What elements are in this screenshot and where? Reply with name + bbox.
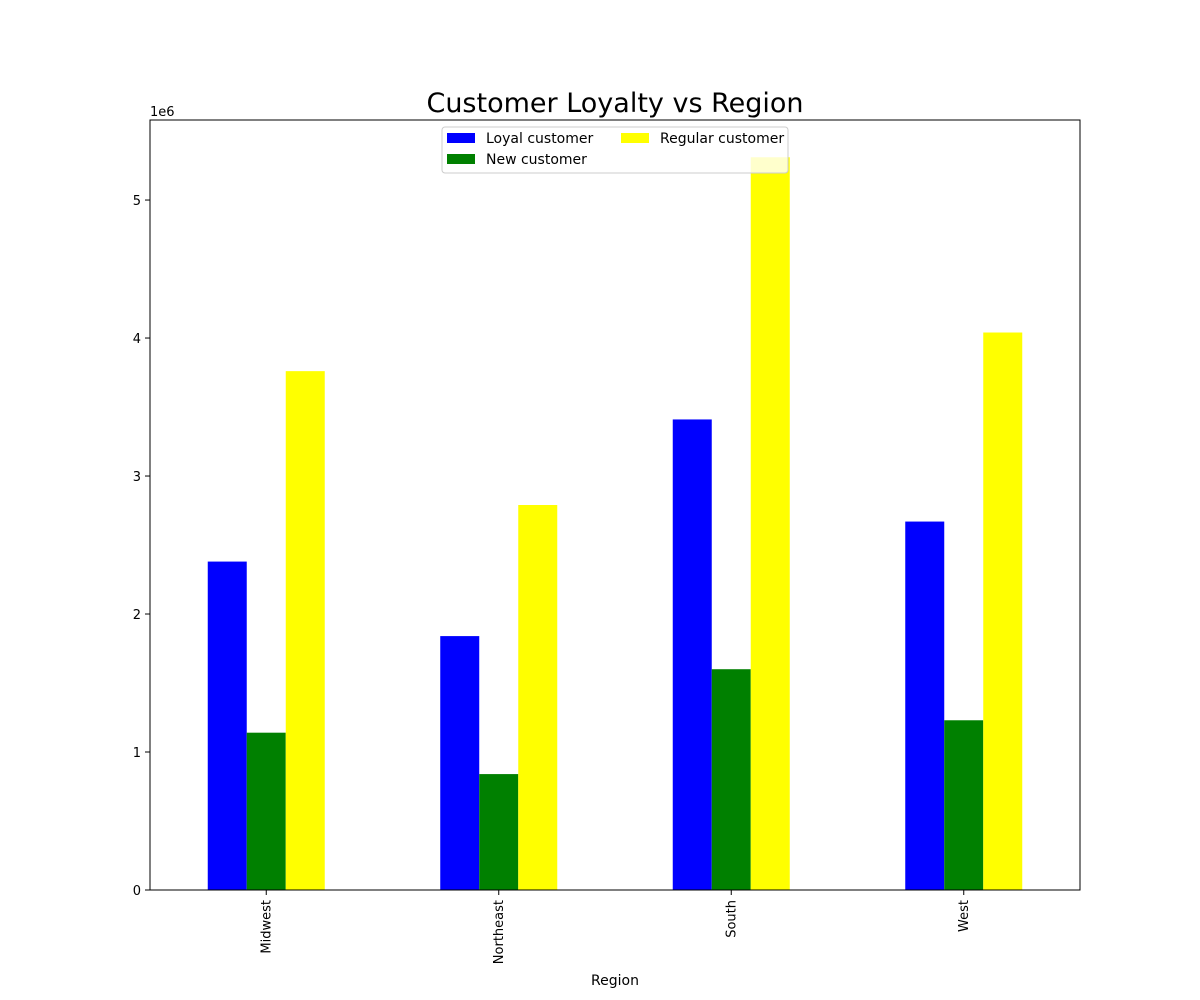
legend-label-regular-customer: Regular customer xyxy=(660,131,784,147)
y-axis-scale-label: 1e6 xyxy=(150,105,175,120)
legend-label-new-customer: New customer xyxy=(486,152,587,168)
legend-swatch-new-customer xyxy=(447,154,475,164)
x-axis-label: Region xyxy=(591,973,639,989)
legend-swatch-loyal-customer xyxy=(447,133,475,143)
legend: Loyal customer New customer Regular custom… xyxy=(441,126,789,174)
y-tick-label: 2 xyxy=(133,608,141,623)
legend-box xyxy=(441,126,789,174)
bar-regular-customer-midwest xyxy=(285,371,325,890)
y-tick-label: 1 xyxy=(133,746,141,761)
legend-swatch-regular-customer xyxy=(621,133,649,143)
bar-loyal-customer-south xyxy=(672,419,712,890)
y-tick-label: 0 xyxy=(133,884,141,899)
bar-regular-customer-northeast xyxy=(518,505,558,890)
x-tick-label-midwest: Midwest xyxy=(259,900,274,954)
y-tick-label: 5 xyxy=(133,194,141,209)
x-tick-label-northeast: Northeast xyxy=(492,900,507,964)
chart-title: Customer Loyalty vs Region xyxy=(426,88,803,119)
y-tick-label: 3 xyxy=(133,470,141,485)
x-tick-label-south: South xyxy=(724,900,739,938)
y-tick-label: 4 xyxy=(133,332,141,347)
x-tick-label-west: West xyxy=(957,900,972,932)
x-axis: Midwest Northeast South West xyxy=(259,890,972,964)
bar-new-customer-northeast xyxy=(479,774,519,890)
bar-loyal-customer-northeast xyxy=(440,636,480,890)
plot-area-frame xyxy=(149,119,1081,891)
bar-loyal-customer-west xyxy=(905,521,945,890)
bar-regular-customer-west xyxy=(983,332,1023,890)
bar-new-customer-midwest xyxy=(246,732,286,890)
bars-layer xyxy=(207,157,1023,891)
bar-new-customer-west xyxy=(944,720,984,890)
bar-new-customer-south xyxy=(711,669,751,890)
legend-label-loyal-customer: Loyal customer xyxy=(486,131,593,147)
bar-regular-customer-south xyxy=(750,157,790,891)
bar-loyal-customer-midwest xyxy=(207,561,247,890)
y-axis: 0 1 2 3 4 5 xyxy=(133,194,150,899)
